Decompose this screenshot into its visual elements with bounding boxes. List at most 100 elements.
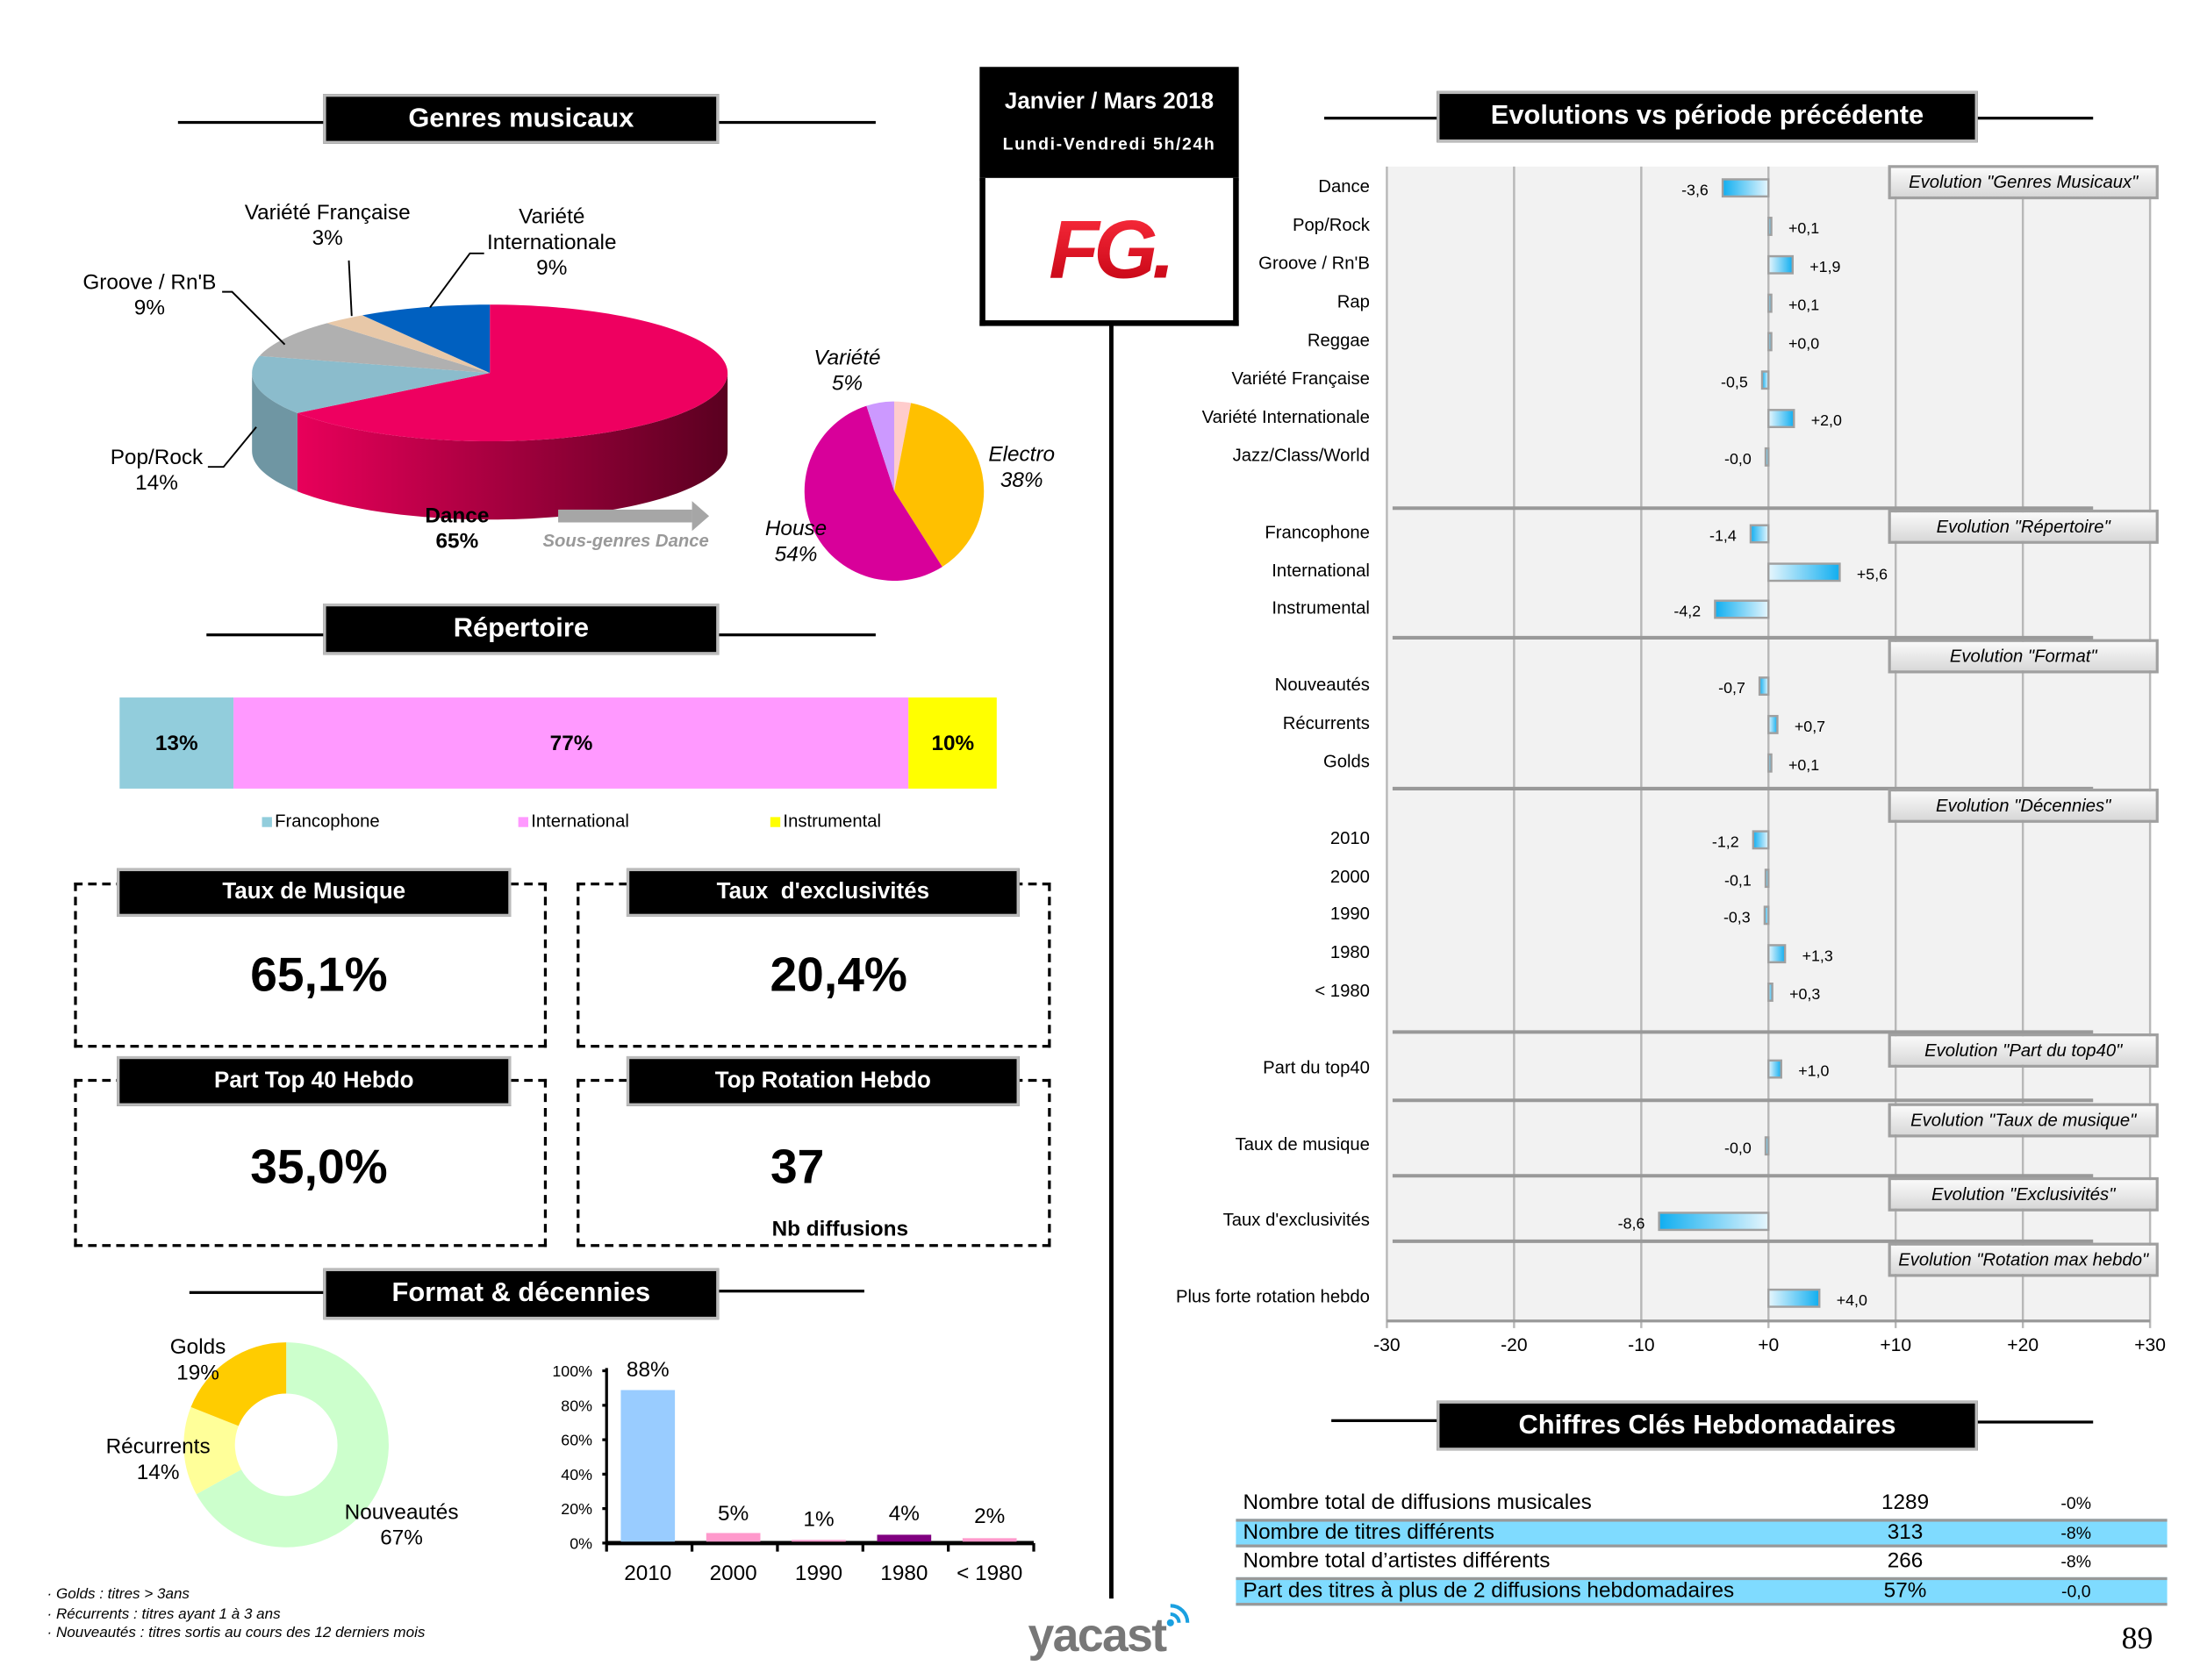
bar-1980 [877,1534,932,1542]
group-label-evolution-part-du-top40: Evolution "Part du top40" [1888,1033,2159,1068]
evolution-bar-recurrents [1767,714,1779,734]
divider [717,633,876,637]
x-tick-label: +10 [1880,1335,1911,1355]
x-tick-label: +20 [2007,1335,2039,1355]
evolution-value-label: +0,1 [1788,297,1819,314]
x-tick-label: +30 [2134,1335,2166,1355]
evolution-bar-taux-d-exclusivites [1658,1212,1770,1232]
svg-text:FG.: FG. [1049,203,1169,295]
y-tick-label: 40% [561,1466,592,1483]
bar-value-label: 1% [803,1507,834,1531]
evolution-value-label: +0,7 [1795,718,1825,735]
evolution-bar-dance [1721,178,1770,198]
divider [717,1290,864,1293]
evolution-value-label: -0,0 [1724,1139,1752,1156]
evolution-bar-rap [1767,293,1773,313]
evolution-category-label: < 1980 [1315,980,1370,1001]
evolution-category-label: Dance [1318,176,1370,197]
legend-swatch [770,817,781,827]
station-logo: FG. [979,177,1239,326]
evolution-bar-1980 [1767,982,1773,1002]
evolution-category-label: Variété Française [1231,368,1370,389]
legend-swatch [262,817,272,827]
x-tick-label: -30 [1373,1335,1400,1355]
group-label-evolution-decennies: Evolution "Décennies" [1888,788,2159,823]
format-header: Format & décennies [323,1268,720,1320]
kpi-title-top-rotation: Top Rotation Hebdo [626,1055,1020,1106]
bar-2010 [620,1390,676,1542]
evolution-value-label: -0,7 [1718,679,1745,697]
y-tick-label: 60% [561,1432,592,1449]
key-figure-value: 313 [1887,1519,1924,1544]
label-dance: Dance 65% [425,504,490,554]
evolution-bar-plus-forte-rotation-hebdo [1767,1288,1821,1308]
key-figure-value: 57% [1883,1578,1927,1603]
legend-label: Francophone [275,811,380,832]
evolution-bar-groove-rn-b [1767,254,1795,275]
evolution-category-label: Jazz/Class/World [1232,445,1370,466]
x-tick-label: 1980 [880,1562,928,1585]
pie-side-pop-rock [252,373,297,492]
evolution-category-label: Nouveautés [1274,675,1370,695]
key-figure-value: 266 [1887,1548,1924,1574]
leader-line [348,260,353,317]
evolution-category-label: Groove / Rn'B [1258,253,1370,274]
evolution-value-label: +0,1 [1788,756,1819,774]
divider [189,1290,325,1294]
format-donut-chart [183,1342,389,1548]
pie-side-dance [297,373,728,520]
evolution-value-label: -0,5 [1721,373,1748,390]
evolution-category-label: 1990 [1329,904,1370,925]
pie-slice-groove-rn-b [259,323,491,374]
leader-line [207,426,257,468]
evolution-value-label: +4,0 [1837,1291,1867,1309]
evolution-value-label: -1,4 [1709,527,1737,545]
subgenre-slice-variete [866,401,894,491]
evolution-category-label: Reggae [1307,330,1370,351]
y-tick-label: 20% [561,1500,592,1518]
repertoire-stacked-bar: 13% 77% 10% [119,697,997,789]
evolution-bar-1980 [1767,944,1787,964]
group-label-evolution-taux-de-musique: Evolution "Taux de musique" [1888,1103,2159,1138]
label-variete-francaise: Variété Française 3% [244,200,411,251]
kpi-value-exclusivites: 20,4% [770,947,907,1003]
label-electro: Electro 38% [988,442,1056,493]
y-tick-label: 0% [570,1534,592,1552]
pie-slice-variete-internationale [362,304,491,374]
period-title: Janvier / Mars 2018 [1004,89,1215,114]
legend-swatch [518,817,528,827]
evolution-value-label: +1,9 [1809,258,1840,275]
label-variete-internationale: Variété Internationale 9% [487,204,617,281]
legend-item-francophone: Francophone [262,811,380,832]
label-recurrents: Récurrents 14% [105,1434,211,1485]
label-house: House 54% [764,517,828,567]
group-label-evolution-repertoire: Evolution "Répertoire" [1888,509,2159,544]
group-label-evolution-format: Evolution "Format" [1888,639,2159,674]
yacast-logo: yacast [1028,1604,1200,1669]
evolution-category-label: International [1272,561,1370,582]
pie-slice-variete-francaise [326,315,491,374]
evolution-category-label: 2010 [1329,828,1370,849]
key-figure-label: Nombre total d’artistes différents [1243,1548,1551,1574]
evolution-value-label: +1,3 [1802,947,1833,964]
evolutions-category-labels: Dance Pop/Rock Groove / Rn'B Rap Reggae Varié… [1111,0,1370,1352]
evolution-bar-pop-rock [1767,217,1773,236]
evolution-category-label: Golds [1322,751,1370,772]
evolution-bar-2000 [1764,869,1770,889]
evolution-category-label: Taux d'exclusivités [1222,1210,1370,1230]
label-nouveautes: Nouveautés 67% [344,1500,459,1551]
evolution-category-label: Part du top40 [1263,1057,1370,1078]
x-tick-label: +0 [1758,1335,1779,1355]
evolution-bar-international [1767,562,1841,583]
kpi-title-taux-musique: Taux de Musique [117,868,512,917]
leader-line [222,290,286,346]
evolution-bar-taux-de-musique [1764,1136,1770,1156]
footnote: · Récurrents : titres ayant 1 à 3 ans [47,1605,281,1622]
y-tick-label: 80% [561,1397,592,1414]
evolution-bar-instrumental [1714,599,1770,619]
kpi-caption-nb-diffusions: Nb diffusions [771,1217,909,1241]
label-groove: Groove / Rn'B 9% [82,270,217,321]
evolution-bar-jazz-class-world [1764,447,1770,467]
evolution-bar-francophone [1749,524,1770,544]
